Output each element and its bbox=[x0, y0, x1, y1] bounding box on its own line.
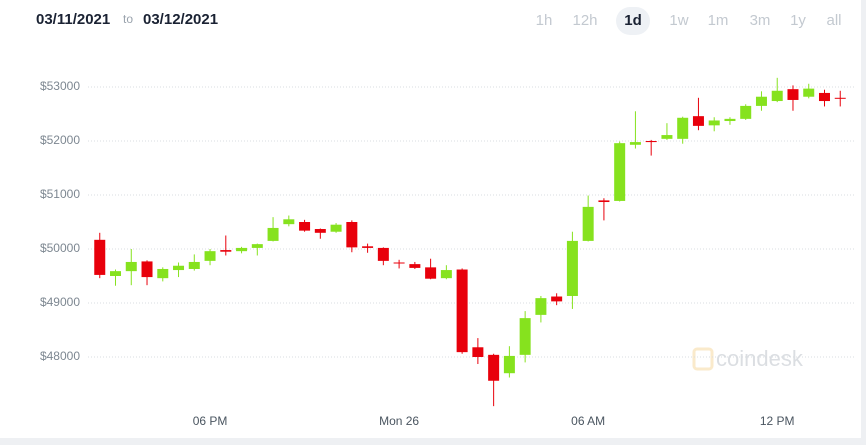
x-tick-label: Mon 26 bbox=[379, 414, 419, 428]
candle-body bbox=[314, 229, 326, 233]
candle-body bbox=[409, 264, 421, 268]
y-tick-label: $48000 bbox=[40, 349, 80, 363]
candle-body bbox=[251, 244, 263, 248]
candle-body bbox=[755, 96, 767, 106]
candle-body bbox=[645, 141, 657, 143]
candle-body bbox=[503, 355, 515, 374]
candle-body bbox=[551, 296, 563, 302]
y-tick-label: $51000 bbox=[40, 187, 80, 201]
candle-body bbox=[157, 268, 169, 279]
candle-body bbox=[220, 250, 232, 252]
x-tick-label: 12 PM bbox=[760, 414, 795, 428]
candle-body bbox=[834, 97, 846, 99]
candle-body bbox=[283, 219, 295, 225]
y-tick-label: $50000 bbox=[40, 241, 80, 255]
candle-body bbox=[740, 105, 752, 119]
range-button[interactable]: 1y bbox=[790, 12, 806, 29]
candle-body bbox=[519, 318, 531, 355]
candle-body bbox=[677, 117, 689, 139]
candle-body bbox=[299, 222, 311, 231]
range-button[interactable]: 1d bbox=[624, 12, 642, 29]
candle-body bbox=[188, 261, 200, 269]
candle-body bbox=[94, 239, 106, 275]
candle-body bbox=[661, 135, 673, 139]
range-button[interactable]: 3m bbox=[750, 12, 771, 29]
candle-body bbox=[787, 89, 799, 100]
range-selected-bg bbox=[616, 7, 650, 35]
candle-body bbox=[204, 251, 216, 261]
bottom-bar bbox=[0, 438, 866, 445]
candle-body bbox=[362, 246, 374, 248]
candle-body bbox=[173, 265, 185, 271]
candle-body bbox=[598, 200, 610, 203]
candle-body bbox=[724, 118, 736, 122]
candle-body bbox=[472, 347, 484, 357]
date-from: 03/11/2021 bbox=[36, 11, 110, 28]
range-button[interactable]: all bbox=[826, 12, 841, 29]
candle-body bbox=[346, 222, 358, 248]
candle-body bbox=[535, 298, 547, 315]
candle-body bbox=[236, 247, 248, 252]
candle-body bbox=[267, 227, 279, 241]
candle-body bbox=[803, 88, 815, 97]
watermark-text: coindesk bbox=[716, 346, 804, 371]
range-button[interactable]: 1w bbox=[669, 12, 688, 29]
y-tick-label: $52000 bbox=[40, 133, 80, 147]
y-tick-label: $49000 bbox=[40, 295, 80, 309]
candle-body bbox=[330, 224, 342, 232]
date-to: 03/12/2021 bbox=[143, 11, 218, 28]
range-button[interactable]: 1m bbox=[708, 12, 729, 29]
candle-body bbox=[488, 354, 500, 381]
candle-body bbox=[629, 142, 641, 145]
date-to-label: to bbox=[123, 12, 133, 26]
x-tick-label: 06 AM bbox=[571, 414, 605, 428]
candle-body bbox=[393, 262, 405, 264]
watermark-logo bbox=[692, 347, 714, 371]
candle-body bbox=[708, 120, 720, 126]
range-button[interactable]: 1h bbox=[536, 12, 553, 29]
candle-body bbox=[141, 261, 153, 278]
range-button[interactable]: 12h bbox=[572, 12, 597, 29]
right-bar bbox=[861, 0, 866, 445]
candle-body bbox=[456, 269, 468, 353]
candle-body bbox=[692, 116, 704, 126]
y-tick-label: $53000 bbox=[40, 79, 80, 93]
candle-body bbox=[614, 143, 626, 201]
candle-body bbox=[566, 240, 578, 296]
candle-body bbox=[440, 270, 452, 279]
candle-body bbox=[771, 90, 783, 102]
candle-body bbox=[377, 247, 389, 261]
x-tick-label: 06 PM bbox=[193, 414, 228, 428]
candle-body bbox=[425, 267, 437, 279]
candle-body bbox=[125, 261, 137, 272]
candle-body bbox=[818, 92, 830, 102]
candle-body bbox=[582, 206, 594, 241]
candle-body bbox=[110, 271, 122, 276]
watermark: coindesk bbox=[692, 346, 804, 371]
